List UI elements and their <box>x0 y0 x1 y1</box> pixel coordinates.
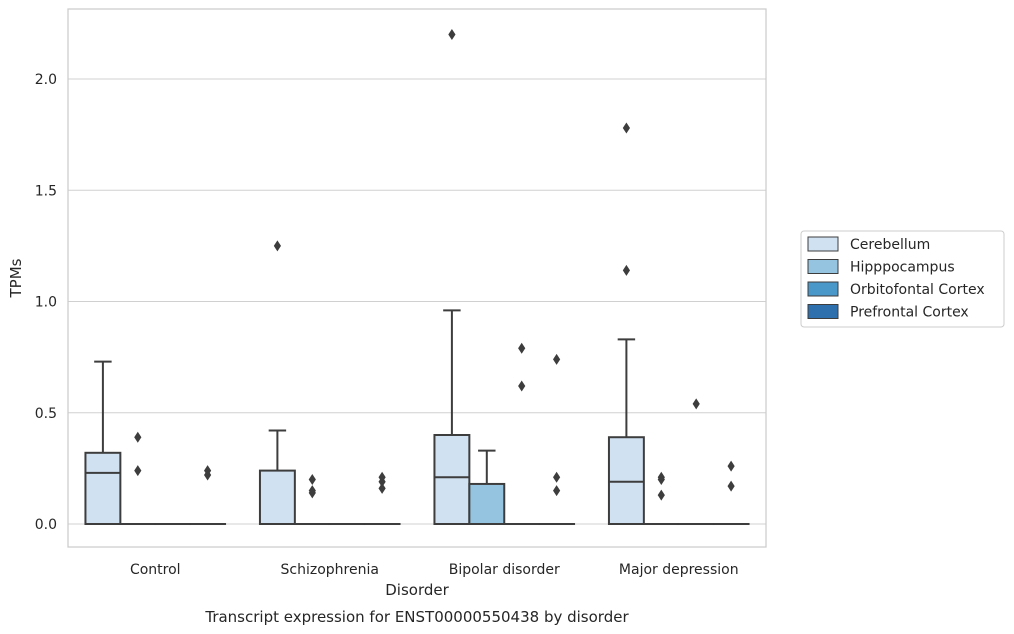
outlier-point <box>553 471 561 483</box>
y-tick-labels: 0.0 0.5 1.0 1.5 2.0 <box>35 72 57 533</box>
outlier-point <box>518 342 526 354</box>
x-tick-labels: Control Schizophrenia Bipolar disorder Majo… <box>130 562 739 578</box>
outlier-point <box>553 485 561 497</box>
box <box>433 434 471 525</box>
legend-label: Prefrontal Cortex <box>850 305 969 321</box>
outlier-point <box>727 480 735 492</box>
box <box>607 436 645 526</box>
legend-swatch <box>807 281 839 297</box>
outlier-point <box>273 240 281 252</box>
x-tick-label: Schizophrenia <box>281 562 379 578</box>
legend-frame <box>800 230 1005 328</box>
outlier-point <box>134 465 142 477</box>
legend-label: Orbitofontal Cortex <box>850 282 985 298</box>
x-axis-title: Disorder <box>385 581 449 599</box>
box <box>468 482 506 526</box>
outlier-point <box>518 380 526 392</box>
outlier-point <box>134 431 142 443</box>
y-tick-label: 2.0 <box>35 72 57 88</box>
y-tick-label: 0.0 <box>35 517 57 533</box>
outlier-point <box>622 264 630 276</box>
legend-label: Hipppocampus <box>850 260 955 276</box>
x-tick-label: Major depression <box>619 562 739 578</box>
outlier-point <box>657 471 665 483</box>
outlier-point <box>727 460 735 472</box>
outlier-point <box>553 353 561 365</box>
outlier-point <box>308 485 316 497</box>
plot-frame <box>67 8 767 548</box>
outlier-point <box>378 471 386 483</box>
box <box>258 469 296 526</box>
legend: Cerebellum Hipppocampus Orbitofontal Corte… <box>800 230 1005 328</box>
box-plot-marks <box>84 29 750 526</box>
outlier-point <box>204 465 212 477</box>
y-tick-label: 0.5 <box>35 406 57 422</box>
outlier-point <box>657 489 665 501</box>
legend-swatch <box>807 236 839 252</box>
outlier-point <box>308 474 316 485</box>
x-tick-label: Bipolar disorder <box>449 562 560 578</box>
outlier-point <box>622 122 630 134</box>
legend-label: Cerebellum <box>850 237 930 253</box>
x-tick-label: Control <box>130 562 181 578</box>
chart-caption: Transcript expression for ENST0000055043… <box>204 608 629 626</box>
outlier-point <box>378 482 386 494</box>
y-tick-label: 1.5 <box>35 183 57 199</box>
legend-swatch <box>807 259 839 274</box>
y-tick-label: 1.0 <box>35 295 57 311</box>
y-gridlines <box>68 78 766 525</box>
legend-swatch <box>807 304 839 319</box>
outlier-point <box>692 398 700 410</box>
outlier-point <box>448 29 456 40</box>
box <box>84 451 122 525</box>
y-axis-title: TPMs <box>7 258 25 298</box>
